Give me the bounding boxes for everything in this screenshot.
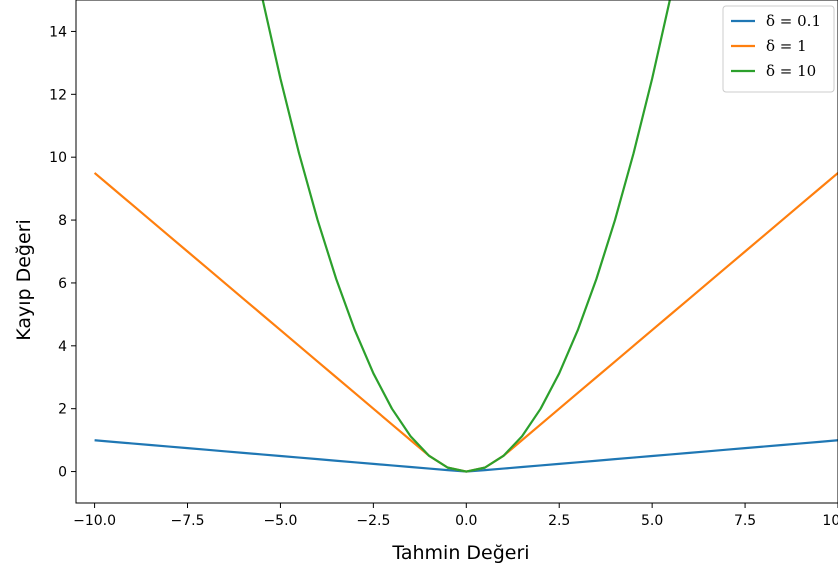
y-tick-label: 8 [58, 213, 67, 229]
y-axis-label: Kayıp Değeri [13, 219, 35, 341]
y-tick-label: 2 [58, 402, 67, 418]
series-line-1 [94, 439, 838, 473]
y-tick-label: 10 [49, 150, 67, 166]
series-line-2 [93, 172, 838, 473]
x-tick-label: −10.0 [73, 513, 116, 529]
x-tick-label: −7.5 [171, 513, 205, 529]
x-tick-label: 0.0 [455, 513, 477, 529]
y-tick-label: 0 [58, 465, 67, 481]
plot-frame [75, 0, 838, 504]
y-tick-label: 14 [49, 24, 67, 40]
y-axis-ticks: 0 2 4 6 8 10 12 14 [49, 24, 76, 481]
x-tick-label: 7.5 [734, 513, 756, 529]
x-tick-label: 5.0 [641, 513, 663, 529]
legend-label-3: δ = 10 [766, 62, 816, 80]
legend-label-2: δ = 1 [766, 37, 807, 55]
x-tick-label: −5.0 [263, 513, 297, 529]
y-tick-label: 4 [58, 339, 67, 355]
y-tick-label: 12 [49, 87, 67, 103]
series-line-3 [261, 0, 671, 473]
x-axis-ticks: −10.0 −7.5 −5.0 −2.5 0.0 2.5 5.0 7.5 10.0 [73, 503, 838, 529]
series-layer [93, 0, 838, 473]
x-axis-label: Tahmin Değeri [391, 542, 529, 564]
x-tick-label: 10.0 [822, 513, 838, 529]
x-tick-label: 2.5 [548, 513, 570, 529]
y-tick-label: 6 [58, 276, 67, 292]
x-tick-label: −2.5 [356, 513, 390, 529]
legend: δ = 0.1 δ = 1 δ = 10 [722, 5, 835, 93]
legend-label-1: δ = 0.1 [766, 12, 821, 30]
